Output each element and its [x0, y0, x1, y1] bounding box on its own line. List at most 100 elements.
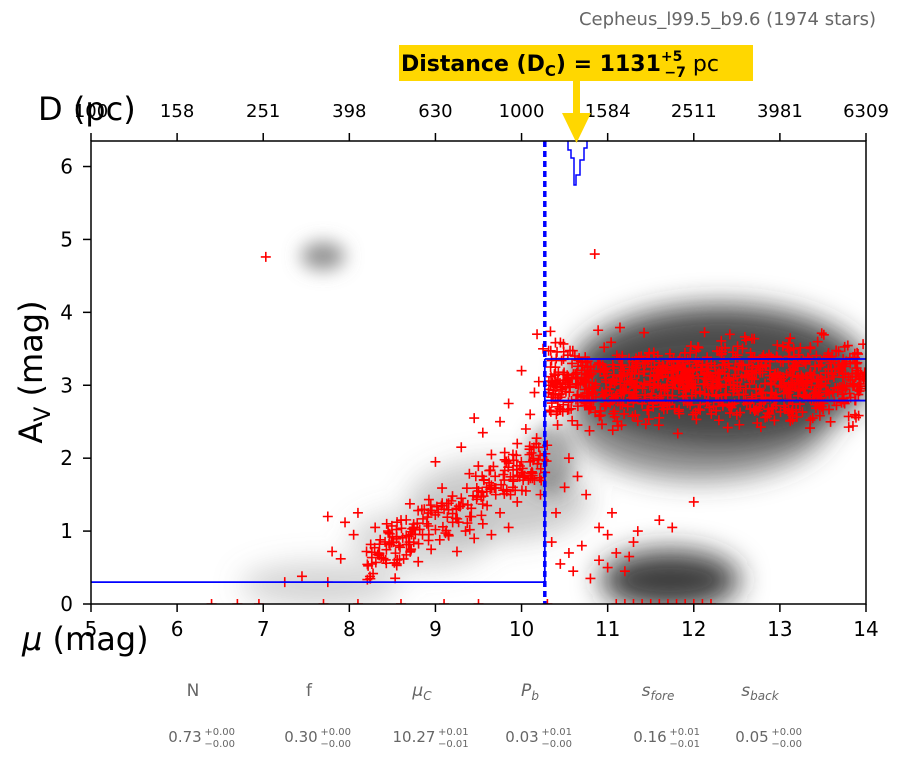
- y-tick-label: 5: [60, 227, 73, 251]
- star-marker: [720, 389, 731, 400]
- star-marker: [381, 544, 392, 555]
- star-marker: [375, 534, 386, 545]
- star-marker: [662, 599, 673, 604]
- star-marker: [573, 355, 584, 366]
- star-marker: [495, 507, 506, 518]
- star-marker: [452, 513, 463, 524]
- star-marker: [679, 347, 690, 358]
- star-marker: [686, 376, 697, 387]
- star-marker: [795, 342, 806, 353]
- star-marker: [723, 358, 734, 369]
- star-marker: [584, 425, 595, 436]
- star-marker: [668, 376, 679, 387]
- star-marker: [340, 517, 351, 528]
- star-marker: [607, 425, 618, 436]
- star-marker: [699, 388, 710, 399]
- top-axis-ticks: 100 158 251 398 630 1000 1584 2511 3981 6309: [74, 101, 889, 141]
- star-marker: [843, 411, 854, 422]
- parameter-value: 0.05: [735, 728, 768, 746]
- star-marker: [777, 341, 788, 352]
- star-marker: [657, 360, 668, 371]
- star-marker: [814, 390, 825, 401]
- star-marker: [499, 447, 510, 458]
- star-marker: [408, 519, 419, 530]
- top-tick-label: 1000: [499, 101, 545, 122]
- y-axis-ticks: 0 1 2 3 4 5 6: [60, 155, 91, 616]
- star-marker: [833, 346, 844, 357]
- parameter-minus-error: −0.01: [438, 739, 469, 750]
- star-marker: [335, 553, 346, 564]
- y-tick-label: 1: [60, 519, 73, 543]
- star-marker: [403, 531, 414, 542]
- star-marker: [743, 359, 754, 370]
- star-marker: [680, 386, 691, 397]
- star-marker: [639, 327, 650, 338]
- star-marker: [751, 383, 762, 394]
- star-marker: [807, 413, 818, 424]
- star-marker: [406, 544, 417, 555]
- star-marker: [791, 404, 802, 415]
- star-marker: [805, 393, 816, 404]
- star-marker: [430, 524, 441, 535]
- x-tick-label: 13: [767, 617, 792, 641]
- star-marker: [594, 411, 605, 422]
- star-marker: [843, 422, 854, 433]
- star-marker: [546, 537, 557, 548]
- x-tick-label: 10: [509, 617, 534, 641]
- model-lines: [91, 141, 866, 604]
- y-tick-label: 2: [60, 446, 73, 470]
- star-marker: [783, 387, 794, 398]
- star-marker: [581, 388, 592, 399]
- star-marker: [478, 474, 489, 485]
- star-marker: [715, 382, 726, 393]
- star-marker: [734, 419, 745, 430]
- star-marker: [592, 359, 603, 370]
- star-marker: [548, 385, 559, 396]
- star-marker: [812, 336, 823, 347]
- star-marker: [657, 397, 668, 408]
- star-marker: [805, 415, 816, 426]
- star-marker: [720, 342, 731, 353]
- star-marker: [348, 529, 359, 540]
- star-marker: [362, 559, 373, 570]
- star-marker: [654, 412, 665, 423]
- star-marker: [503, 522, 514, 533]
- star-marker: [853, 410, 864, 421]
- star-marker: [555, 558, 566, 569]
- star-marker: [646, 388, 657, 399]
- star-marker: [394, 554, 405, 565]
- top-tick-label: 1584: [585, 101, 631, 122]
- top-tick-label: 100: [74, 101, 108, 122]
- star-marker: [816, 328, 827, 339]
- star-marker: [722, 422, 733, 433]
- star-marker: [662, 390, 673, 401]
- star-marker: [619, 599, 630, 604]
- star-marker: [782, 342, 793, 353]
- star-marker: [466, 511, 477, 522]
- star-marker: [671, 599, 682, 604]
- star-marker: [643, 355, 654, 366]
- star-marker: [637, 599, 648, 604]
- star-marker: [595, 366, 606, 377]
- star-marker: [470, 471, 481, 482]
- star-marker: [852, 347, 863, 358]
- star-marker: [737, 343, 748, 354]
- parameter-plus-error: +0.00: [320, 727, 351, 738]
- star-marker: [567, 415, 578, 426]
- star-marker: [460, 526, 471, 537]
- star-marker: [615, 379, 626, 390]
- star-marker: [595, 405, 606, 416]
- star-marker: [678, 365, 689, 376]
- distance-histogram: [567, 141, 588, 186]
- star-marker: [818, 329, 829, 340]
- star-marker: [691, 414, 702, 425]
- star-marker: [692, 342, 703, 353]
- star-marker: [469, 413, 480, 424]
- star-marker: [731, 409, 742, 420]
- star-marker: [645, 599, 656, 604]
- parameter-value: 0.16: [633, 728, 666, 746]
- star-marker: [572, 420, 583, 431]
- star-marker: [455, 501, 466, 512]
- y-tick-label: 0: [60, 592, 73, 616]
